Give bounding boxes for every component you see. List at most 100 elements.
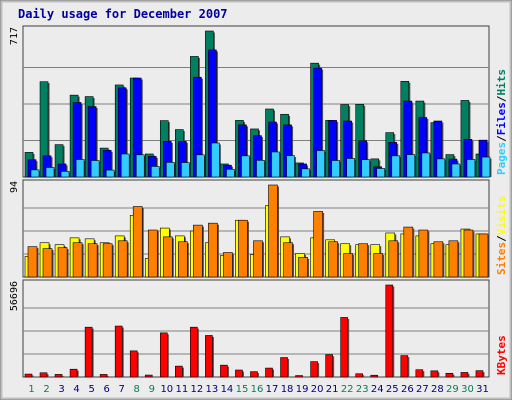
bar-kbytes-day-16 [250,371,258,378]
bar-sites-day-4 [72,242,83,278]
bar-pages-day-18 [286,155,295,178]
day-label-5: 5 [88,384,94,395]
day-label-4: 4 [73,384,79,395]
panel-sites-visits: 94 Sites/Visits [9,179,508,278]
bar-pages-day-24 [376,168,386,178]
day-label-1: 1 [28,384,34,395]
day-label-10: 10 [160,384,173,395]
bar-sites-day-10 [162,236,173,278]
bar-sites-day-2 [42,248,53,278]
day-label-6: 6 [103,384,109,395]
bar-kbytes-day-17 [265,367,273,378]
right-axis-label: Pages/Files/Hits [495,69,508,175]
day-label-15: 15 [236,384,249,395]
day-label-26: 26 [401,384,414,395]
bar-kbytes-day-4 [69,368,78,378]
bar-pages-day-29 [451,163,461,178]
bar-sites-day-5 [87,243,98,278]
right-axis-label-part: KBytes [495,335,508,375]
bar-sites-day-12 [193,224,203,278]
bar-sites-day-31 [478,233,489,278]
bar-sites-day-3 [57,247,68,278]
day-label-20: 20 [311,384,324,395]
bar-sites-day-26 [403,226,414,278]
bar-sites-day-16 [253,240,263,278]
bar-pages-day-4 [75,159,85,178]
bar-pages-day-17 [271,151,280,178]
bar-pages-day-14 [226,168,235,178]
right-axis-label-part: / [495,135,508,142]
bar-kbytes-day-15 [235,369,243,378]
bar-sites-day-20 [313,211,323,278]
bar-sites-day-27 [418,229,429,278]
day-label-28: 28 [431,384,444,395]
day-label-14: 14 [221,384,234,395]
day-label-2: 2 [43,384,49,395]
bar-pages-day-15 [241,155,250,178]
bar-pages-day-5 [90,160,100,178]
bar-pages-day-27 [421,152,431,178]
day-label-3: 3 [58,384,64,395]
bar-sites-day-29 [448,240,459,278]
day-label-19: 19 [296,384,309,395]
bar-sites-day-11 [178,241,188,278]
bar-sites-day-22 [343,253,353,278]
bar-pages-day-16 [256,160,265,178]
right-axis-label-part: Sites [495,242,508,275]
bar-pages-day-9 [150,166,160,178]
bar-kbytes-day-25 [385,284,394,378]
bar-pages-day-8 [135,154,145,178]
bar-kbytes-day-20 [310,361,318,378]
panel-frame [22,279,490,378]
bar-pages-day-22 [346,158,355,178]
bar-kbytes-day-2 [39,372,48,378]
bar-sites-day-7 [117,240,128,278]
day-labels: 1 2 3 4 5 6 7 8 9 10 11 12 13 14 15 16 17 18 19 20 21 22 23 24 2… [28,384,489,395]
bar-pages-day-20 [316,150,325,178]
bar-sites-day-1 [27,246,38,278]
day-label-30: 30 [461,384,474,395]
bar-pages-day-7 [120,153,130,178]
bar-pages-day-31 [481,156,491,178]
bar-sites-day-28 [433,241,444,278]
right-axis-label-part: Pages [495,142,508,175]
bar-pages-day-11 [181,162,190,178]
right-axis-label: Sites/Visits [495,196,508,276]
right-axis-label-part: / [495,235,508,242]
day-label-12: 12 [191,384,204,395]
bar-kbytes-day-12 [190,326,198,378]
right-axis-label-part: Visits [495,196,508,236]
chart-title: Daily usage for December 2007 [18,7,228,21]
right-axis-label-part: Files [495,102,508,135]
bar-kbytes-day-28 [430,370,439,378]
y-max-label: 717 [9,27,20,45]
bar-sites-day-18 [283,242,293,278]
bar-kbytes-day-26 [400,355,409,378]
day-label-9: 9 [149,384,155,395]
bar-kbytes-day-19 [295,375,303,378]
bar-kbytes-day-22 [340,317,348,378]
bar-pages-day-30 [466,159,476,178]
bar-pages-day-3 [60,170,70,178]
bar-kbytes-day-3 [54,374,63,378]
bar-pages-day-10 [165,162,175,178]
bar-pages-day-2 [45,167,55,178]
bar-pages-day-23 [361,159,371,178]
day-label-8: 8 [134,384,140,395]
bar-pages-day-21 [331,160,340,178]
bar-pages-day-1 [30,169,40,178]
day-label-13: 13 [206,384,219,395]
bar-kbytes-day-21 [325,354,333,378]
bar-sites-day-23 [358,243,369,278]
day-label-24: 24 [371,384,384,395]
bar-kbytes-day-23 [355,373,364,378]
right-axis-label-part: Hits [495,69,508,96]
bar-kbytes-day-10 [159,332,168,378]
bar-pages-day-26 [406,154,416,178]
bar-kbytes-day-24 [370,374,379,378]
day-label-27: 27 [416,384,429,395]
panel-kbytes: 56696 KBytes [9,279,508,378]
bar-kbytes-day-8 [129,350,138,378]
